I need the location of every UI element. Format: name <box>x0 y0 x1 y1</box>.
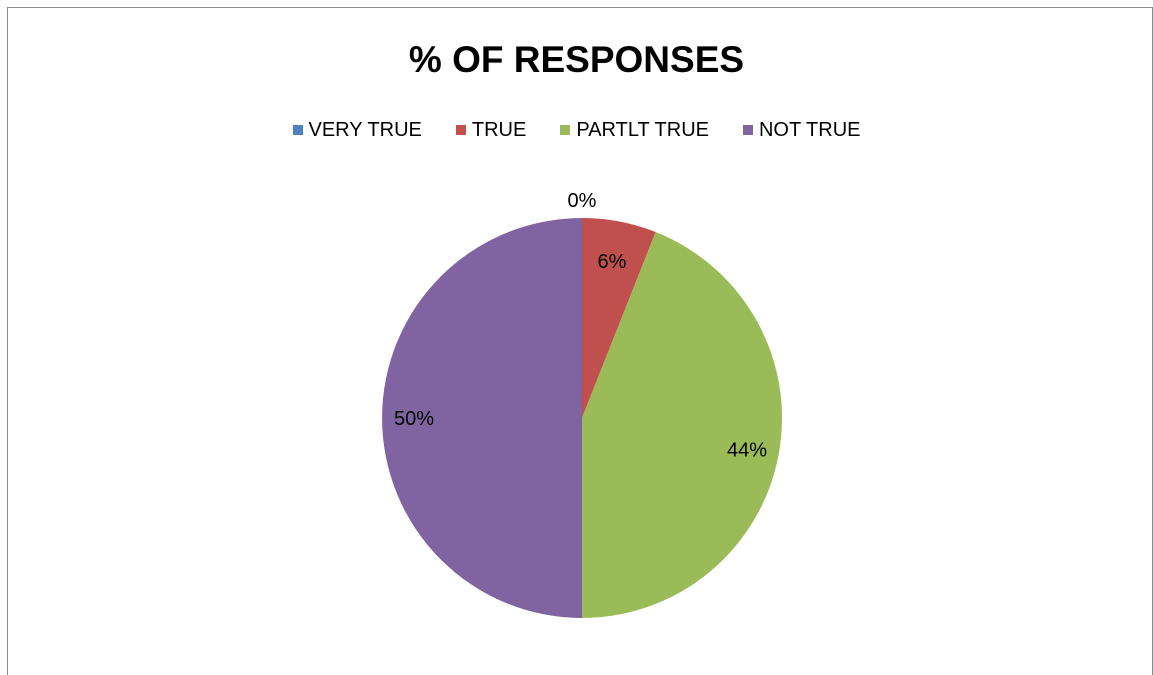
legend-label-not-true: NOT TRUE <box>758 119 861 141</box>
legend-item-true: TRUE <box>455 117 527 143</box>
legend-item-very-true: VERY TRUE <box>292 117 422 143</box>
legend-swatch-very-true <box>292 125 303 135</box>
data-label-partlt-true: 44% <box>727 439 767 461</box>
legend-label-very-true: VERY TRUE <box>308 119 422 141</box>
data-label-true: 6% <box>598 251 627 273</box>
legend: VERY TRUE TRUE PARTLT TRUE NOT TRUE <box>0 117 1153 143</box>
data-label-not-true: 50% <box>394 408 434 430</box>
legend-item-not-true: NOT TRUE <box>742 117 861 143</box>
legend-swatch-partlt-true <box>560 125 571 135</box>
legend-item-partlt-true: PARTLT TRUE <box>560 117 709 143</box>
data-label-very-true: 0% <box>568 190 597 212</box>
pie-slice-partlt-true <box>582 232 783 618</box>
legend-swatch-not-true <box>742 125 753 135</box>
legend-label-true: TRUE <box>471 119 527 141</box>
pie-slice-not-true <box>382 218 582 618</box>
pie-data-labels: 0% 6% 44% 50% <box>394 190 767 461</box>
pie-slice-true <box>582 218 656 418</box>
legend-swatch-true <box>455 125 466 135</box>
legend-label-partlt-true: PARTLT TRUE <box>576 119 709 141</box>
chart-title: % OF RESPONSES <box>408 39 745 80</box>
pie-slices <box>382 218 783 618</box>
